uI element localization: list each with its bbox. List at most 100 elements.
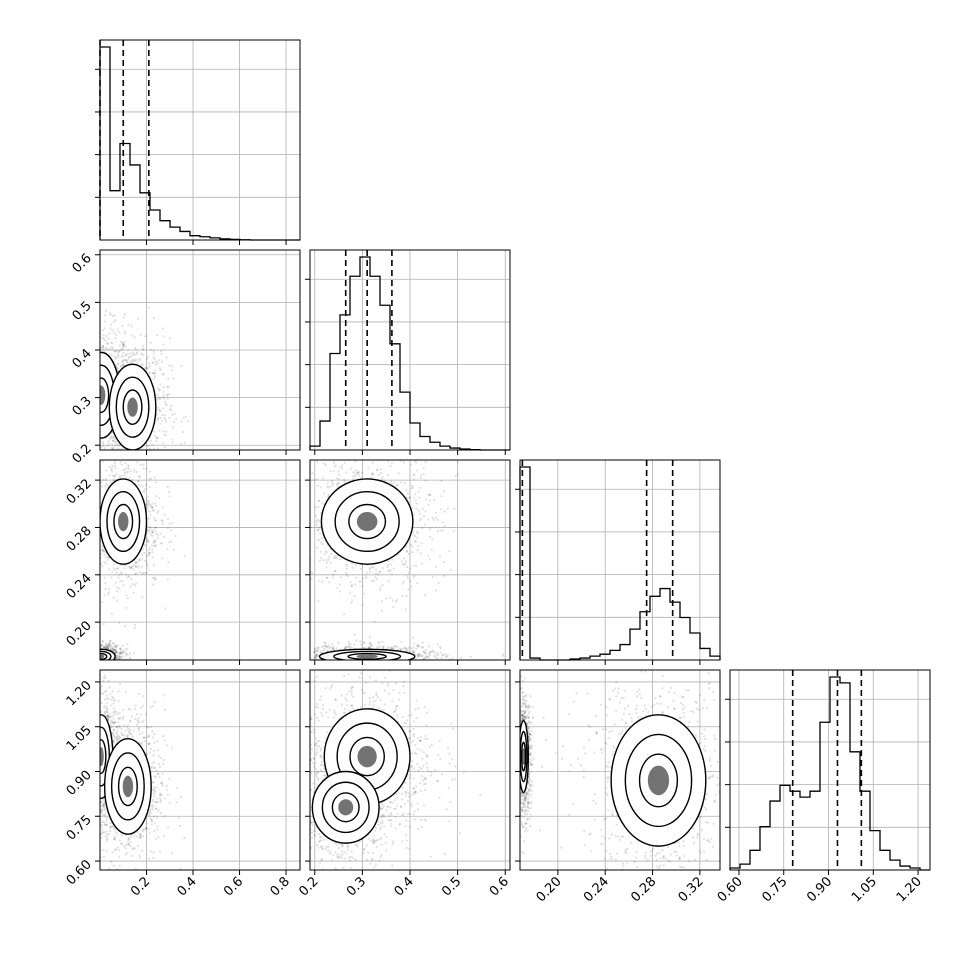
sample-point	[144, 488, 147, 491]
sample-point	[97, 427, 99, 429]
sample-point	[114, 337, 117, 340]
sample-point	[103, 663, 105, 665]
sample-point	[394, 666, 396, 668]
sample-point	[63, 435, 65, 437]
sample-point	[116, 465, 118, 467]
sample-point	[358, 662, 360, 664]
sample-point	[89, 645, 91, 647]
sample-point	[149, 527, 152, 530]
sample-point	[103, 553, 106, 557]
sample-point	[124, 353, 127, 357]
sample-point	[287, 512, 289, 514]
y-tick-label: 0.5	[70, 299, 95, 324]
sample-point	[321, 417, 323, 419]
sample-point	[315, 546, 318, 549]
sample-point	[118, 587, 121, 590]
sample-point	[93, 664, 95, 666]
sample-point	[143, 490, 146, 493]
sample-point	[80, 344, 82, 346]
sample-point	[333, 470, 336, 473]
sample-point	[90, 435, 92, 437]
sample-point	[354, 661, 356, 663]
sample-point	[410, 585, 413, 588]
sample-point	[82, 427, 84, 429]
sample-point	[158, 389, 161, 392]
sample-point	[92, 388, 94, 390]
sample-point	[154, 363, 158, 366]
sample-point	[155, 440, 158, 443]
sample-point	[170, 365, 173, 368]
sample-point	[421, 562, 424, 565]
sample-point	[501, 653, 504, 656]
sample-point	[93, 394, 95, 396]
sample-point	[146, 499, 149, 502]
sample-point	[86, 652, 88, 654]
sample-point	[110, 467, 113, 470]
sample-point	[93, 661, 95, 663]
sample-point	[133, 457, 135, 459]
sample-point	[436, 643, 439, 646]
sample-point	[76, 393, 78, 395]
sample-point	[112, 436, 115, 439]
sample-point	[382, 453, 384, 455]
sample-point	[393, 447, 395, 449]
sample-point	[118, 652, 121, 655]
sample-point	[119, 647, 122, 650]
sample-point	[124, 359, 128, 362]
sample-point	[158, 397, 161, 400]
sample-point	[387, 474, 390, 477]
sample-point	[161, 557, 164, 560]
sample-point	[97, 414, 99, 416]
sample-point	[403, 564, 406, 567]
sample-point	[135, 572, 138, 575]
sample-point	[89, 663, 91, 665]
sample-point	[101, 337, 104, 340]
sample-point	[91, 661, 93, 663]
sample-point	[373, 457, 375, 459]
sample-point	[297, 652, 299, 654]
sample-point	[76, 647, 78, 649]
sample-point	[100, 445, 103, 449]
sample-point	[136, 452, 138, 454]
sample-point	[129, 352, 132, 355]
sample-point	[92, 646, 94, 648]
sample-point	[94, 641, 96, 643]
sample-point	[93, 648, 95, 650]
sample-point	[92, 648, 94, 650]
sample-point	[96, 385, 98, 387]
sample-point	[166, 394, 169, 397]
sample-point	[61, 425, 63, 427]
sample-point	[343, 478, 346, 481]
sample-point	[370, 580, 373, 583]
sample-point	[359, 476, 362, 479]
sample-point	[116, 443, 119, 446]
sample-point	[371, 565, 374, 568]
sample-point	[141, 363, 144, 366]
sample-point	[102, 639, 105, 643]
sample-point	[166, 385, 169, 388]
sample-point	[111, 570, 114, 573]
sample-point	[371, 472, 374, 475]
sample-point	[358, 473, 361, 477]
sample-point	[90, 652, 92, 654]
sample-point	[151, 531, 154, 534]
sample-point	[96, 446, 98, 448]
sample-point	[126, 361, 129, 364]
sample-point	[112, 320, 115, 323]
sample-point	[109, 643, 112, 647]
sample-point	[307, 646, 309, 648]
sample-point	[127, 575, 130, 578]
sample-point	[96, 641, 98, 643]
sample-point	[120, 667, 122, 669]
sample-point	[95, 404, 97, 406]
sample-point	[80, 663, 82, 665]
sample-point	[87, 652, 89, 654]
sample-point	[90, 653, 92, 655]
sample-point	[138, 571, 141, 574]
sample-point	[93, 665, 95, 667]
sample-point	[110, 455, 112, 457]
sample-point	[104, 339, 107, 342]
sample-point	[134, 457, 136, 459]
sample-point	[382, 662, 384, 664]
sample-point	[83, 661, 85, 663]
